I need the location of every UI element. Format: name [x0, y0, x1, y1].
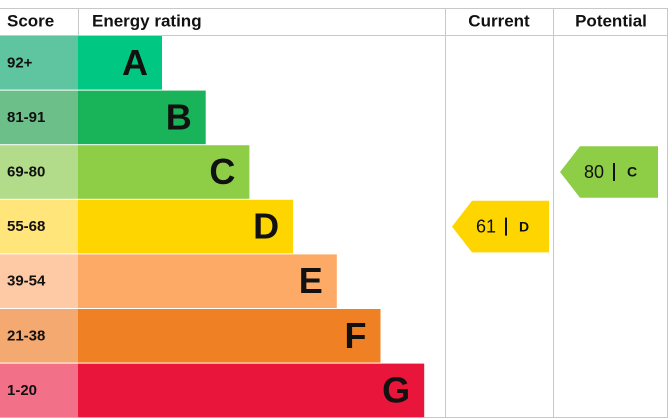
score-label: 81-91: [7, 109, 45, 126]
score-label: 69-80: [7, 163, 45, 180]
rating-bar: [78, 145, 250, 199]
header-current: Current: [468, 11, 530, 30]
rating-bar: [78, 254, 337, 308]
header-score: Score: [7, 11, 54, 30]
score-cell: [0, 199, 78, 254]
score-cell: [0, 309, 78, 363]
header-potential: Potential: [575, 11, 647, 30]
rating-bar: [78, 36, 162, 90]
score-label: 92+: [7, 54, 33, 71]
potential-band: C: [627, 164, 637, 180]
band-letter: G: [382, 369, 410, 410]
current-arrow: [452, 200, 549, 253]
rating-bar: [78, 309, 381, 363]
score-cell: [0, 36, 78, 90]
band-letter: A: [122, 42, 148, 83]
score-cell: [0, 363, 78, 418]
rating-bar: [78, 90, 206, 145]
header-rating: Energy rating: [92, 11, 202, 30]
score-cell: [0, 90, 78, 145]
band-letter: C: [209, 151, 235, 192]
band-letter: E: [299, 260, 323, 301]
score-label: 1-20: [7, 382, 37, 399]
potential-value: 80: [584, 162, 604, 182]
score-label: 21-38: [7, 327, 45, 344]
current-band: D: [519, 218, 529, 234]
rating-bar: [78, 363, 425, 418]
score-label: 55-68: [7, 218, 45, 235]
score-cell: [0, 254, 78, 308]
current-value: 61: [476, 216, 496, 236]
rating-bar: [78, 199, 294, 254]
band-letter: B: [166, 96, 192, 137]
potential-arrow: [560, 146, 658, 198]
score-cell: [0, 145, 78, 199]
score-label: 39-54: [7, 273, 46, 290]
band-letter: F: [345, 315, 367, 356]
band-letter: D: [253, 206, 279, 247]
